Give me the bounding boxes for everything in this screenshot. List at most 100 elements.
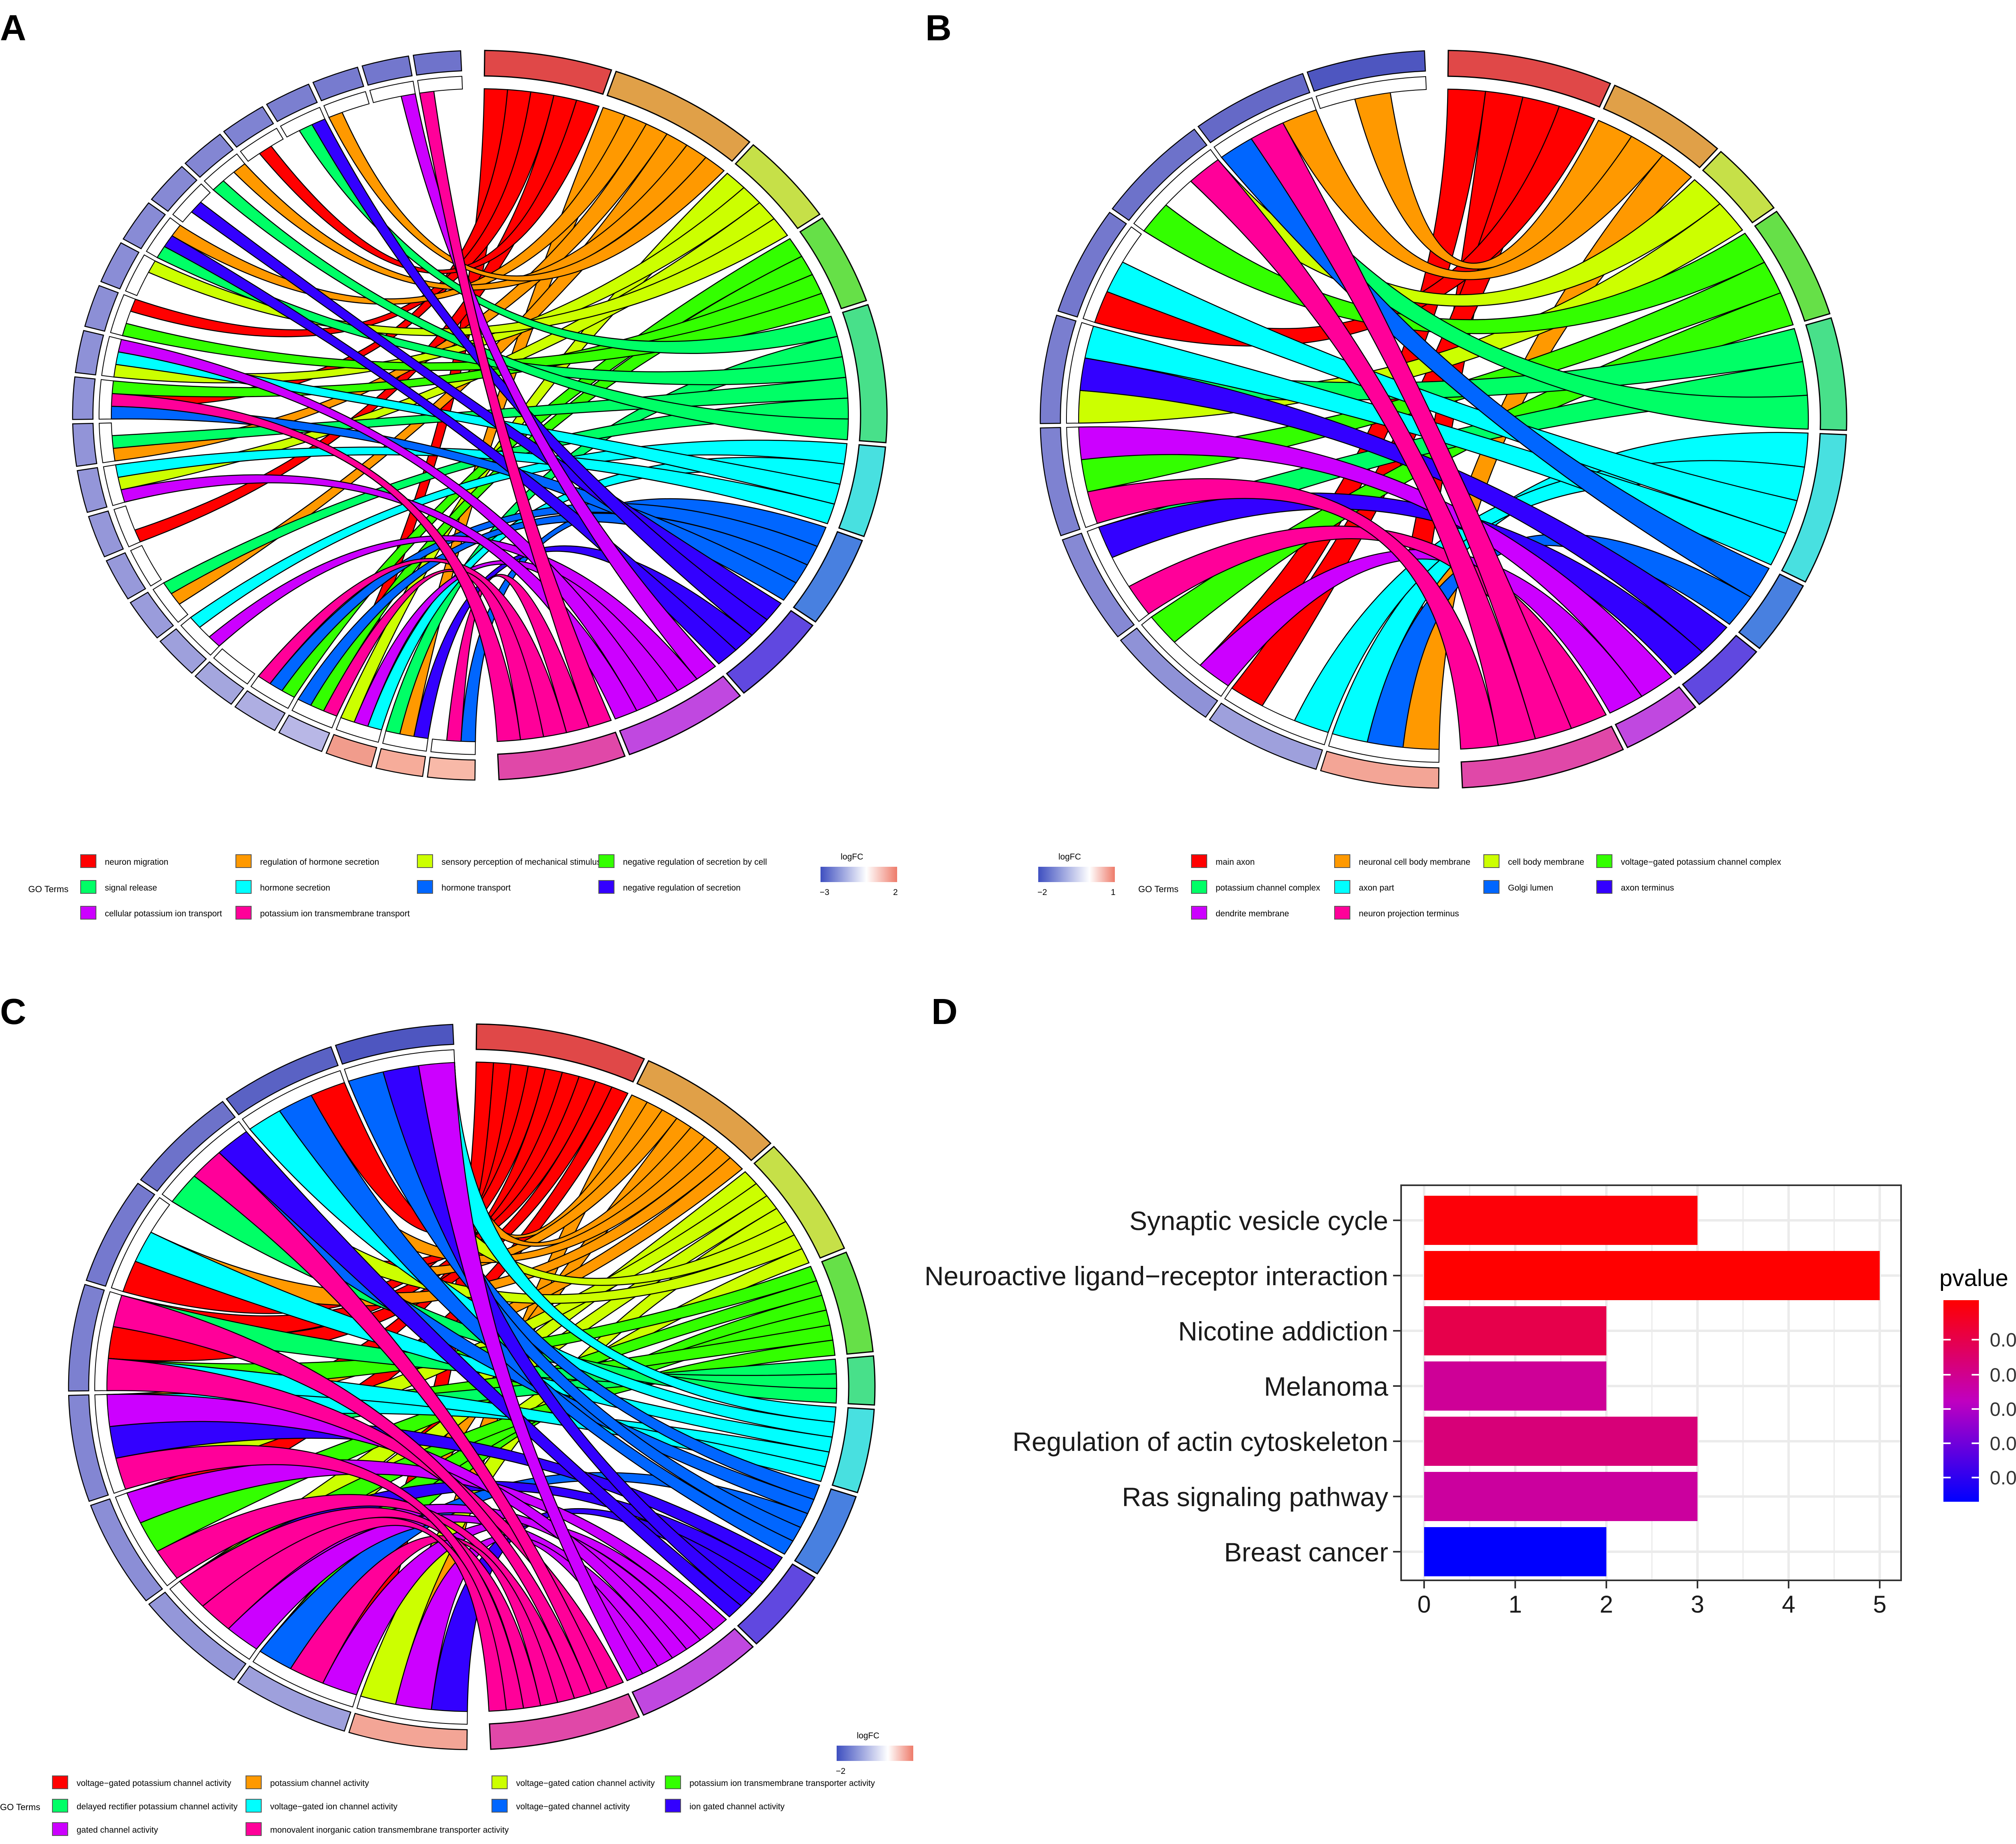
gene-inner-arc [130, 545, 162, 587]
logfc-title: logFC [841, 852, 863, 862]
gene-logfc-arc [237, 1665, 352, 1732]
x-tick-label: 5 [1873, 1591, 1886, 1618]
legend-term-label: sensory perception of mechanical stimulu… [442, 857, 601, 867]
gene-logfc-arc [90, 1498, 163, 1602]
panel-label-b: B [925, 8, 952, 48]
term-arc [821, 1251, 874, 1355]
bar-marks [1424, 1196, 1880, 1576]
gene-logfc-arc [159, 628, 207, 674]
gene-inner-arc [1066, 427, 1098, 528]
legend-swatch [80, 906, 96, 920]
term-arc [483, 50, 612, 95]
legend-swatch [417, 854, 433, 868]
term-arc [619, 675, 741, 755]
bar [1424, 1527, 1606, 1576]
gene-logfc-arc [335, 1024, 454, 1065]
gene-logfc-arc [1120, 627, 1218, 718]
gene-inner-arc [110, 294, 136, 336]
gene-inner-arc [356, 1696, 468, 1725]
logfc-title: logFC [857, 1731, 879, 1740]
legend-term-label: potassium channel activity [270, 1779, 369, 1788]
legend-term-label: Golgi lumen [1508, 883, 1553, 893]
gene-inner-arc [1066, 322, 1094, 424]
pvalue-tick-label: 0.01 [1990, 1330, 2016, 1351]
y-tick-labels: Synaptic vesicle cycle Neuroactive ligand… [925, 1206, 1401, 1567]
legend-term-label: neuron migration [105, 857, 169, 867]
pvalue-legend-title: pvalue [1939, 1265, 2008, 1291]
x-tick-label: 4 [1782, 1591, 1795, 1618]
term-arc [1805, 317, 1847, 431]
legend-swatch [1191, 880, 1207, 894]
gene-inner-arc [213, 648, 256, 685]
gene-inner-arc [335, 717, 382, 743]
gene-logfc-arc [77, 467, 108, 513]
legend-term-label: voltage−gated ion channel activity [270, 1802, 398, 1811]
legend-swatch [246, 1775, 262, 1789]
logfc-min: −2 [1037, 888, 1047, 897]
pvalue-tick-label: 0.05 [1990, 1467, 2016, 1489]
gene-inner-arc [1224, 687, 1329, 745]
term-arc [489, 1693, 640, 1750]
term-arc [1614, 686, 1697, 749]
term-arc [794, 1488, 857, 1575]
legend-term-label: voltage−gated potassium channel complex [1621, 857, 1781, 867]
logfc-min: −2 [836, 1767, 846, 1776]
term-arc [636, 1060, 772, 1161]
gene-inner-arc [323, 91, 370, 118]
legend-swatch [1191, 854, 1207, 868]
y-tick-label: Nicotine addiction [1178, 1316, 1388, 1346]
gene-inner-arc [172, 183, 211, 223]
gene-logfc-arc [150, 166, 198, 212]
gene-inner-arc [204, 153, 246, 191]
legend-term-label: gated channel activity [77, 1825, 158, 1835]
gene-logfc-arc [427, 756, 476, 781]
logfc-max: 2 [893, 888, 898, 897]
gene-logfc-arc [85, 1182, 156, 1287]
gene-inner-arc [280, 107, 326, 138]
panel-label-d: D [931, 992, 958, 1032]
gene-inner-arc [110, 1197, 171, 1292]
legend-swatch [80, 880, 96, 894]
term-arc [799, 217, 867, 310]
y-tick-label: Melanoma [1264, 1372, 1388, 1401]
legend-b: GO Terms main axon neuronal cell body memb… [1037, 852, 1781, 920]
gene-logfc-arc [184, 133, 234, 178]
bar [1424, 1306, 1606, 1355]
panel-label-c: C [0, 992, 26, 1032]
pvalue-tick-label: 0.04 [1990, 1433, 2016, 1455]
term-arc [1460, 725, 1624, 789]
gene-logfc-arc [348, 1713, 468, 1750]
legend-swatch [598, 854, 614, 868]
legend-a: GO Terms neuron migration regulation of ho… [28, 852, 898, 920]
gene-inner-arc [152, 582, 189, 623]
legend-swatch [52, 1822, 68, 1836]
gene-logfc-arc [1197, 73, 1311, 144]
y-tick-label: Ras signaling pathway [1122, 1482, 1388, 1512]
gene-inner-arc [101, 336, 122, 378]
gene-logfc-arc [1209, 702, 1323, 770]
term-arc [838, 444, 886, 537]
gene-logfc-arc [75, 330, 104, 376]
term-arc [497, 731, 626, 780]
gene-logfc-arc [106, 552, 146, 600]
gene-inner-arc [169, 1581, 257, 1660]
legend-swatch [1596, 854, 1612, 868]
gene-logfc-arc [361, 55, 413, 86]
legend-swatch [665, 1799, 681, 1813]
term-arc [475, 1023, 645, 1083]
gene-inner-arc [1133, 149, 1219, 232]
chord-diagram-a [72, 50, 888, 781]
gene-inner-arc [161, 1121, 247, 1202]
gene-inner-arc [113, 505, 141, 547]
gene-logfc-arc [1320, 751, 1439, 789]
legend-term-label: voltage−gated cation channel activity [516, 1779, 655, 1788]
legend-swatch [1191, 906, 1207, 920]
legend-term-label: regulation of hormone secretion [260, 857, 379, 867]
pvalue-tick-label: 0.03 [1990, 1399, 2016, 1420]
panel-label-a: A [0, 8, 26, 48]
gene-inner-arc [430, 739, 476, 755]
legend-term-label: negative regulation of secretion by cell [623, 857, 767, 867]
legend-swatch [52, 1799, 68, 1813]
logfc-colorbar [821, 867, 897, 882]
